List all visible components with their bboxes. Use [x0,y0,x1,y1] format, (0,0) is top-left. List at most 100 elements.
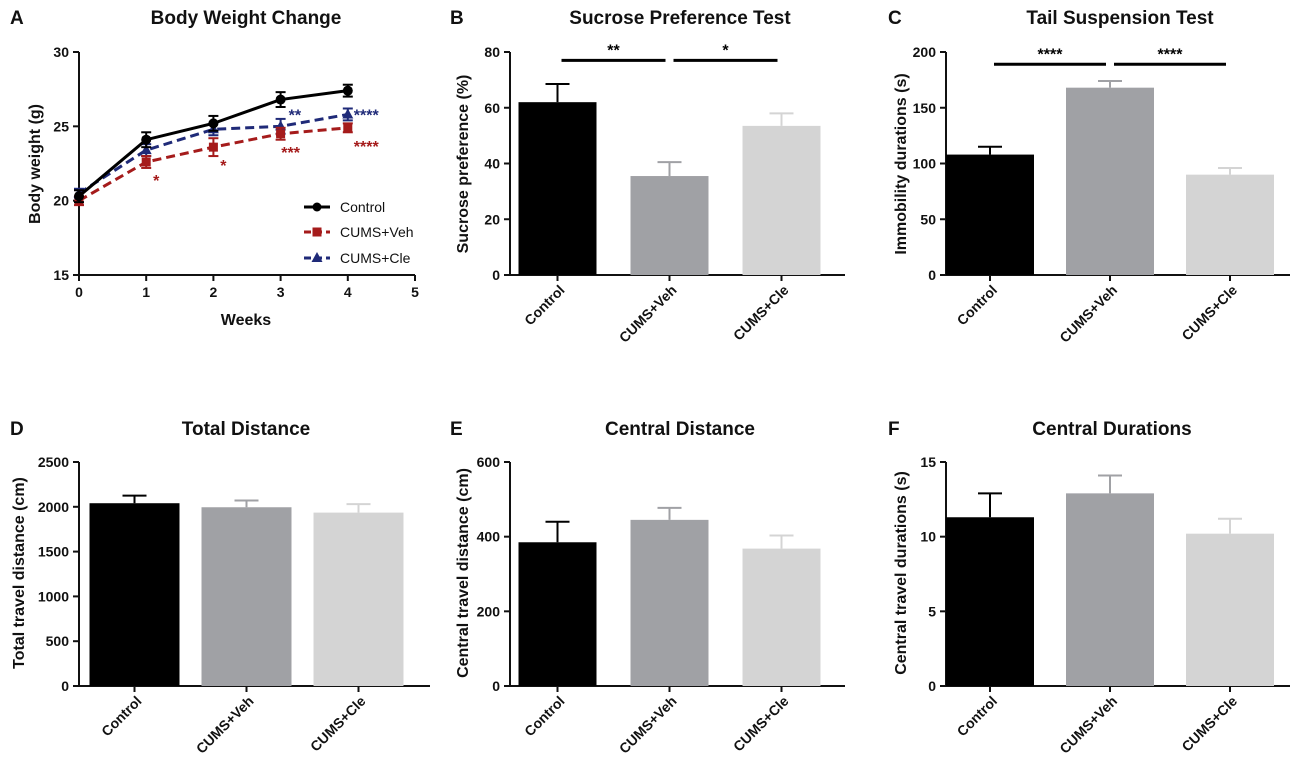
point-cums-cle-4 [342,108,354,119]
y-tick-label-a-1: 20 [53,193,69,209]
panel-letter-c: C [888,8,902,29]
series-line-cums-cle [78,112,349,195]
y-tick-label-a-3: 30 [53,44,69,60]
panel-letter-f: F [888,419,900,440]
category-label-d-1: CUMS+Veh [193,693,257,757]
panel-letter-a: A [10,8,24,29]
bar-e-control [518,542,597,686]
y-tick-label-d-0: 0 [61,678,69,694]
significance-star-a-4: ** [289,107,302,124]
point-control-4 [342,85,353,96]
y-tick-label-e-2: 400 [477,529,501,545]
significance-star-a-2: *** [281,145,300,162]
y-tick-label-e-0: 0 [492,678,500,694]
x-tick-label-a-4: 4 [344,284,352,300]
significance-star-b-0: ** [607,42,620,59]
category-label-d-0: Control [98,693,145,740]
y-tick-label-a-0: 15 [53,267,69,283]
category-label-f-0: Control [954,693,1001,740]
point-cums-veh-1 [141,157,151,167]
bar-f-control [946,517,1034,686]
y-tick-label-f-1: 5 [928,603,936,619]
legend-marker-cums-veh [312,227,322,237]
y-tick-label-c-4: 200 [913,44,937,60]
y-tick-label-d-3: 1500 [38,544,69,560]
bar-c-cums-veh [1066,87,1154,276]
category-label-e-2: CUMS+Cle [730,693,792,755]
significance-star-a-0: * [153,173,160,190]
point-cums-veh-4 [343,123,353,133]
significance-star-b-1: * [722,42,729,59]
y-tick-label-b-1: 20 [484,211,500,227]
y-tick-label-c-0: 0 [928,267,936,283]
panel-letter-d: D [10,419,24,440]
bar-e-cums-veh [630,519,709,686]
category-label-d-2: CUMS+Cle [307,693,369,755]
y-tick-label-e-3: 600 [477,454,501,470]
y-axis-title-c: Immobility durations (s) [893,73,910,254]
chart-title-d: Total Distance [182,419,310,440]
y-axis-title-f: Central travel durations (s) [893,471,910,675]
y-axis-title-b: Sucrose preference (%) [455,75,472,254]
panel-e-central-distance: E Central Distance Central travel distan… [450,419,845,757]
y-tick-label-f-2: 10 [920,529,936,545]
chart-title-f: Central Durations [1032,419,1191,440]
category-label-e-1: CUMS+Veh [616,693,680,757]
y-tick-label-e-1: 200 [477,603,501,619]
x-tick-label-a-0: 0 [75,284,83,300]
y-tick-label-a-2: 25 [53,118,69,134]
category-label-b-1: CUMS+Veh [616,282,680,346]
legend-label-cums-cle: CUMS+Cle [340,250,411,266]
chart-title-b: Sucrose Preference Test [569,8,791,29]
bar-b-cums-veh [630,176,709,275]
bar-e-cums-cle [742,548,821,686]
y-tick-label-c-2: 100 [913,156,937,172]
significance-star-a-3: **** [354,139,380,156]
y-tick-label-f-3: 15 [920,454,936,470]
point-cums-veh-3 [276,129,286,139]
point-control-1 [141,134,152,145]
point-control-2 [208,118,219,129]
x-tick-label-a-5: 5 [411,284,419,300]
bar-d-cums-cle [313,512,404,686]
y-tick-label-d-2: 1000 [38,588,69,604]
x-tick-label-a-1: 1 [142,284,150,300]
legend-label-control: Control [340,199,385,215]
legend-marker-cums-cle [311,252,323,262]
y-tick-label-c-1: 50 [920,211,936,227]
category-label-b-2: CUMS+Cle [730,282,792,344]
y-tick-label-d-5: 2500 [38,454,69,470]
y-axis-title-e: Central travel distance (cm) [455,468,472,678]
chart-title-c: Tail Suspension Test [1026,8,1214,29]
y-tick-label-b-2: 40 [484,156,500,172]
category-label-e-0: Control [521,693,568,740]
y-axis-title-a: Body weight (g) [27,104,44,224]
y-tick-label-b-0: 0 [492,267,500,283]
panel-letter-e: E [450,419,463,440]
category-label-c-2: CUMS+Cle [1178,282,1240,344]
x-tick-label-a-3: 3 [277,284,285,300]
bar-c-control [946,154,1034,275]
panel-a-body-weight: A Body Weight Change Body weight (g) Wee… [10,8,419,329]
panel-d-total-distance: D Total Distance Total travel distance (… [10,419,430,757]
y-axis-title-d: Total travel distance (cm) [11,477,28,669]
panel-b-sucrose: B Sucrose Preference Test Sucrose prefer… [450,8,845,346]
bar-b-control [518,102,597,275]
panel-f-central-durations: F Central Durations Central travel durat… [888,419,1290,757]
point-cums-cle-1 [140,144,152,155]
bar-f-cums-veh [1066,493,1154,686]
category-label-c-0: Control [954,282,1001,329]
y-tick-label-b-3: 60 [484,100,500,116]
y-tick-label-d-1: 500 [46,633,70,649]
significance-star-c-1: **** [1158,46,1184,63]
point-cums-veh-2 [208,142,218,152]
y-tick-label-c-3: 150 [913,100,937,116]
category-label-f-1: CUMS+Veh [1056,693,1120,757]
x-tick-label-a-2: 2 [210,284,218,300]
significance-star-c-0: **** [1038,46,1064,63]
category-label-c-1: CUMS+Veh [1056,282,1120,346]
bar-b-cums-cle [742,125,821,276]
category-label-f-2: CUMS+Cle [1178,693,1240,755]
category-label-b-0: Control [521,282,568,329]
